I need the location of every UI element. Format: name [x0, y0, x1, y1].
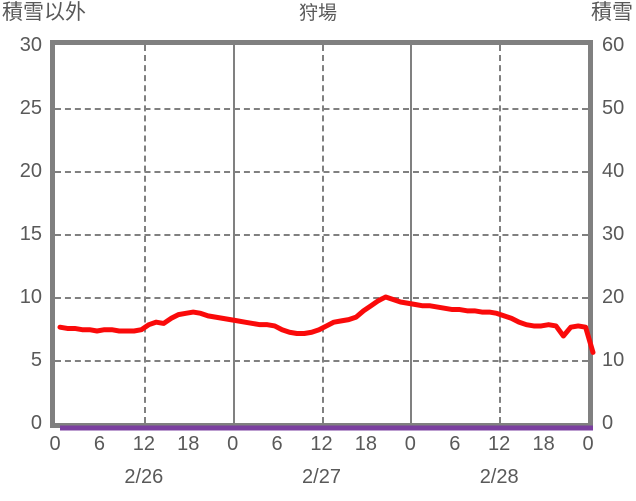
left-axis-tick: 5: [30, 349, 42, 371]
x-axis-tick: 12: [132, 433, 155, 455]
left-axis-tick-labels: 0 5 10 15 20 25 30: [0, 35, 46, 433]
x-axis-tick: 12: [488, 433, 511, 455]
left-axis-tick: 15: [19, 223, 42, 245]
page-title: 狩場: [298, 3, 337, 24]
x-axis-tick: 0: [404, 433, 416, 455]
gridline-day-boundary: [232, 45, 235, 423]
series-canvas: [57, 294, 596, 431]
x-axis-tick: 6: [449, 433, 461, 455]
left-axis-tick: 25: [19, 97, 42, 119]
gridline-vertical: [143, 45, 146, 423]
x-axis-tick: 6: [271, 433, 283, 455]
x-axis-tick: 18: [354, 433, 378, 455]
left-axis-tick: 0: [30, 412, 42, 434]
x-axis-tick: 0: [582, 433, 594, 455]
right-axis-tick: 50: [602, 97, 625, 119]
x-axis-tick: 18: [532, 433, 555, 455]
left-axis-title: 積雪以外: [2, 1, 86, 24]
right-axis-title: 積雪: [591, 1, 633, 24]
x-axis-day-label: 2/28: [479, 466, 519, 488]
series-line-non-snow: [57, 294, 596, 355]
x-axis-tick: 0: [49, 433, 61, 455]
x-axis-day-label: 2/27: [302, 466, 341, 488]
right-axis-tick: 20: [602, 286, 625, 308]
right-axis-tick-labels: 0 10 20 30 40 50 60: [598, 35, 636, 433]
x-axis-tick: 12: [310, 433, 333, 455]
left-axis-tick: 20: [19, 160, 42, 182]
plot-area: [50, 40, 596, 431]
left-axis-tick: 30: [19, 34, 42, 56]
gridline-vertical: [499, 45, 502, 423]
x-axis-day-label: 2/26: [124, 466, 164, 488]
right-axis-tick: 60: [602, 34, 625, 56]
x-axis-tick: 6: [93, 433, 105, 455]
right-axis-tick: 40: [602, 160, 625, 182]
x-axis-tick: 0: [227, 433, 239, 455]
right-axis-tick: 10: [602, 349, 625, 371]
gridline-vertical: [321, 45, 324, 423]
x-axis-tick: 18: [177, 433, 200, 455]
right-axis-tick: 30: [602, 223, 625, 245]
left-axis-tick: 10: [19, 286, 42, 308]
gridline-day-boundary: [410, 45, 413, 423]
right-axis-tick: 0: [602, 412, 614, 434]
